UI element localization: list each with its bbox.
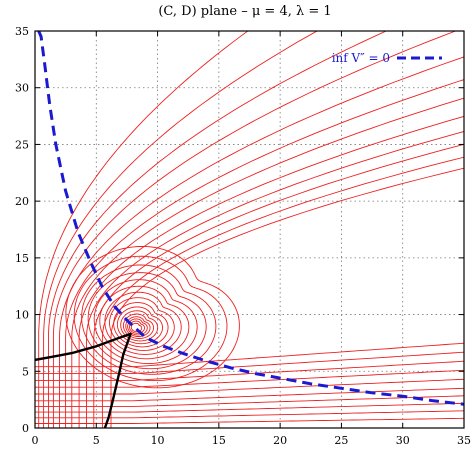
legend-label: inf V″ = 0 — [332, 51, 390, 65]
contour-loop — [127, 318, 148, 336]
x-tick-label: 10 — [151, 434, 165, 447]
contour-open-vertical — [48, 31, 387, 428]
series-line-boundary — [35, 332, 132, 428]
contour-open-vertical — [38, 31, 249, 428]
contour-open-horizontal — [35, 351, 464, 375]
contour-open-horizontal — [35, 410, 464, 419]
plot-frame — [34, 30, 465, 429]
contour-loop — [87, 272, 207, 370]
series-line-inflection — [37, 31, 464, 406]
chart-title: (C, D) plane – μ = 4, λ = 1 — [158, 4, 331, 19]
contour-open-vertical — [101, 156, 464, 428]
x-tick-label: 25 — [334, 434, 348, 447]
contour-loop — [116, 306, 163, 345]
x-tick-label: 0 — [32, 434, 39, 447]
contour-open-horizontal — [35, 395, 464, 407]
contour-open-horizontal — [35, 342, 464, 368]
x-tick-label: 5 — [93, 434, 100, 447]
contour-open-vertical — [93, 143, 464, 428]
contour-open-vertical — [86, 131, 464, 428]
x-tick-label: 35 — [457, 434, 471, 447]
y-tick-label: 0 — [22, 422, 29, 435]
contour-lines — [35, 31, 464, 428]
contour-open-horizontal — [35, 360, 464, 381]
y-tick-label: 30 — [15, 82, 29, 95]
contour-open-horizontal — [35, 402, 464, 413]
contour-loop — [129, 320, 145, 334]
contour-loop — [99, 285, 190, 360]
contour-loop — [65, 245, 240, 389]
y-tick-label: 35 — [15, 25, 29, 38]
contour-loop — [93, 279, 198, 365]
legend: inf V″ = 0 — [332, 51, 442, 65]
grid-lines — [35, 31, 464, 428]
series-lines — [35, 31, 464, 428]
contour-open-horizontal — [35, 369, 464, 388]
contour-open-horizontal — [35, 378, 464, 395]
contour-loop — [113, 302, 169, 348]
x-tick-label: 30 — [396, 434, 410, 447]
axis-ticks: 0 5 10 15 20 25 30 35 0 5 10 15 20 25 30 35 — [15, 25, 471, 447]
contour-loop — [109, 297, 175, 351]
contour-open-horizontal — [35, 387, 464, 402]
y-tick-label: 10 — [15, 309, 29, 322]
contour-open-vertical — [65, 79, 464, 428]
contour-open-vertical — [43, 31, 318, 428]
contour-open-horizontal — [35, 417, 464, 424]
y-tick-label: 5 — [22, 365, 29, 378]
contour-open-vertical — [110, 167, 464, 428]
x-tick-label: 15 — [212, 434, 226, 447]
y-tick-label: 25 — [15, 138, 29, 151]
contour-open-vertical — [78, 115, 464, 428]
contour-loop — [73, 255, 228, 382]
y-tick-label: 20 — [15, 195, 29, 208]
contour-loop — [104, 291, 182, 355]
y-tick-label: 15 — [15, 252, 29, 265]
x-tick-label: 20 — [273, 434, 287, 447]
contour-open-vertical — [71, 97, 464, 428]
contour-loop — [130, 322, 143, 333]
contour-open-vertical — [59, 56, 464, 428]
contour-open-vertical — [52, 31, 456, 428]
